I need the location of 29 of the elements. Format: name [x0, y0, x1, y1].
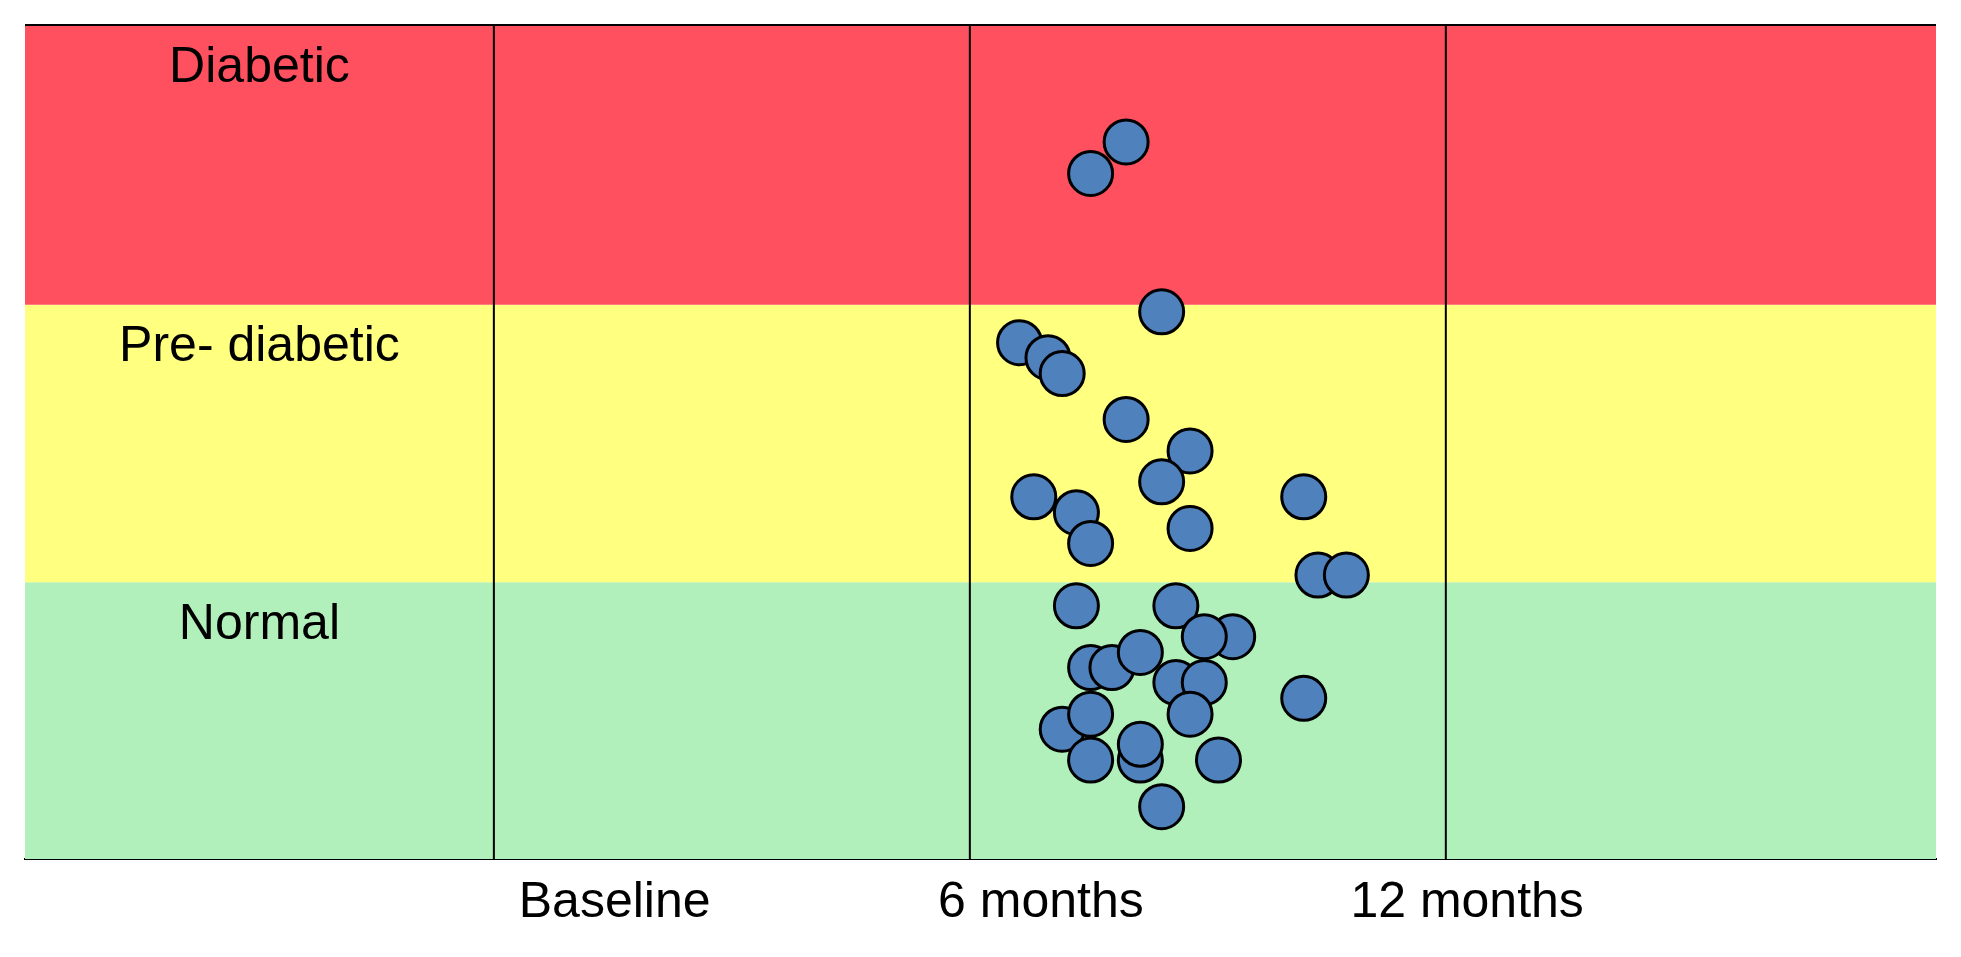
point	[1322, 551, 1370, 599]
band-label: Normal	[178, 593, 341, 650]
point	[1166, 690, 1214, 738]
point	[1152, 582, 1200, 630]
point	[1067, 149, 1115, 197]
point	[1067, 736, 1115, 784]
point	[1116, 720, 1164, 768]
point	[1166, 427, 1214, 475]
x-tick-label: 6 months	[938, 871, 1144, 928]
point	[1180, 613, 1228, 661]
point	[1102, 118, 1150, 166]
point	[1067, 519, 1115, 567]
point	[1194, 736, 1242, 784]
point	[1038, 350, 1086, 398]
point	[1116, 628, 1164, 676]
x-tick-label: Baseline	[518, 871, 711, 928]
point	[1138, 288, 1186, 336]
point	[1280, 674, 1328, 722]
x-tick-label: 12 months	[1350, 871, 1584, 928]
point	[1067, 690, 1115, 738]
band-label: Pre- diabetic	[119, 316, 400, 373]
point	[1166, 504, 1214, 552]
point	[1052, 582, 1100, 630]
point	[1102, 395, 1150, 443]
point	[1138, 783, 1186, 831]
point	[1280, 473, 1328, 521]
band-label: Diabetic	[169, 36, 350, 93]
point	[1138, 458, 1186, 506]
point	[1010, 473, 1058, 521]
